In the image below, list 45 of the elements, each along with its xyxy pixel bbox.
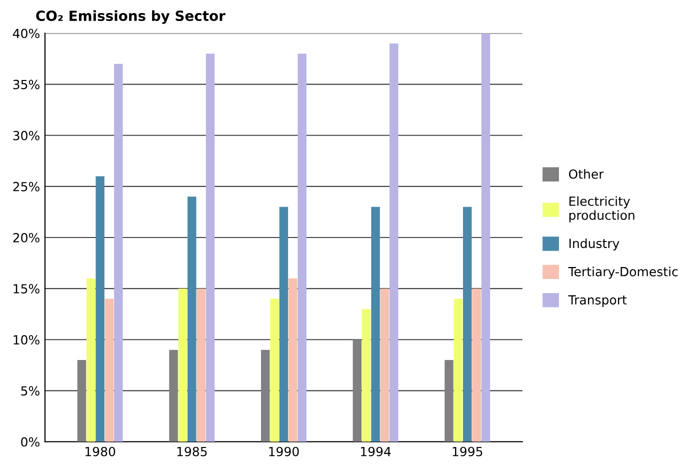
y-tick-label: 35% [13, 80, 40, 90]
bar [481, 33, 490, 442]
legend-label: Tertiary-Domestic [568, 266, 678, 279]
legend-label: Other [568, 169, 604, 179]
bar [96, 176, 104, 442]
bar [77, 360, 86, 442]
bar [362, 308, 371, 442]
y-tick-label: 20% [13, 232, 40, 242]
x-tick-label: 1980 [86, 446, 116, 456]
bar [454, 298, 463, 442]
y-tick-label: 40% [12, 28, 40, 38]
bar [178, 288, 188, 442]
bar [463, 206, 472, 442]
bar [260, 350, 270, 442]
legend-label: Industry [569, 238, 620, 251]
y-tick-label: 5% [21, 386, 40, 396]
legend-label: Electricity production [569, 196, 634, 222]
bar [298, 54, 306, 442]
chart-title: CO₂ Emissions by Sector [36, 10, 226, 24]
bar [390, 43, 398, 442]
bar [169, 350, 178, 442]
bar [352, 340, 362, 442]
legend-label: Transport [568, 295, 627, 307]
bar [196, 288, 206, 442]
bar [104, 298, 114, 442]
bar [371, 206, 380, 442]
bar [472, 288, 481, 442]
x-tick-label: 1994 [361, 446, 391, 456]
bar [270, 298, 279, 442]
y-tick-label: 0% [21, 437, 40, 447]
bar [279, 206, 288, 442]
x-tick-label: 1990 [269, 446, 299, 456]
y-tick-label: 10% [14, 335, 40, 345]
bar [444, 360, 454, 442]
y-tick-label: 25% [13, 182, 40, 192]
y-tick-label: 30% [13, 130, 40, 140]
bar [188, 196, 196, 442]
bar [206, 54, 215, 442]
bar [86, 278, 96, 442]
y-tick-label: 15% [14, 284, 40, 294]
bar [114, 64, 123, 442]
bar [380, 288, 390, 442]
x-tick-label: 1995 [452, 446, 482, 456]
x-tick-label: 1985 [177, 446, 207, 456]
bar [288, 278, 298, 442]
